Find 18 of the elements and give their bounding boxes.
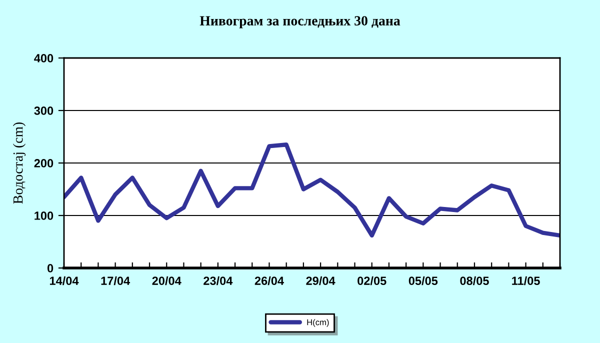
x-tick-label: 11/05: [512, 276, 540, 286]
x-tick-label: 20/04: [152, 276, 182, 286]
y-tick-label: 300: [34, 106, 54, 115]
y-tick-label: 0: [47, 264, 54, 272]
x-tick-label: 08/05: [460, 276, 489, 286]
x-tick-label: 26/04: [254, 276, 284, 286]
x-tick-label: 17/04: [101, 276, 130, 286]
x-tick-label: 23/04: [204, 276, 233, 286]
x-tick-label: 02/05: [358, 276, 386, 286]
y-tick-label: 400: [34, 54, 54, 62]
y-axis-title: Водостај (cm): [12, 122, 26, 204]
legend-label: H(cm): [307, 319, 329, 327]
x-tick-label: 14/04: [50, 276, 79, 286]
chart-title: Нивограм за последњих 30 дана: [200, 16, 400, 28]
x-tick-label: 29/04: [306, 276, 336, 286]
y-tick-label: 100: [34, 212, 54, 220]
x-tick-label: 05/05: [408, 276, 438, 286]
y-tick-label: 200: [34, 159, 54, 168]
